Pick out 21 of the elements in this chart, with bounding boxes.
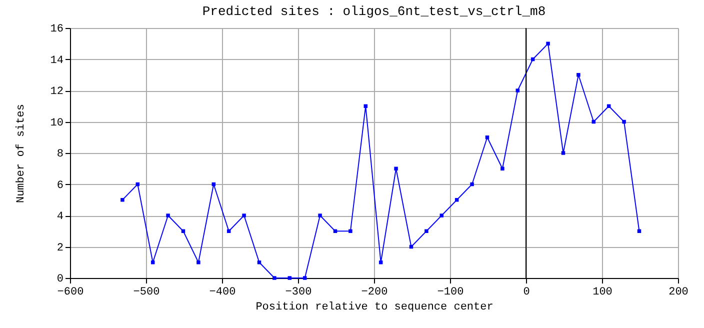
x-tick-label: −500 bbox=[133, 286, 160, 298]
y-tick-label: 2 bbox=[56, 242, 64, 254]
x-tick-label: 100 bbox=[592, 286, 612, 298]
y-axis-title: Number of sites bbox=[15, 104, 28, 204]
y-tick-label: 8 bbox=[56, 148, 64, 160]
y-tick-label: 4 bbox=[56, 211, 64, 223]
y-tick-label: 0 bbox=[56, 274, 64, 286]
y-tick-label: 10 bbox=[50, 117, 64, 130]
x-tick-label: 0 bbox=[523, 286, 530, 298]
x-axis-title: Position relative to sequence center bbox=[256, 302, 494, 314]
y-tick-label: 6 bbox=[56, 180, 64, 192]
x-tick-label: −100 bbox=[437, 286, 464, 298]
y-tick-label: 14 bbox=[50, 54, 64, 67]
chart-title: Predicted sites : oligos_6nt_test_vs_ctrl_m8 bbox=[202, 4, 546, 19]
x-tick-label: 200 bbox=[668, 286, 688, 298]
y-tick-label: 16 bbox=[50, 24, 64, 36]
x-tick-label: −400 bbox=[209, 286, 236, 298]
y-tick-label: 12 bbox=[50, 86, 64, 98]
x-tick-label: −200 bbox=[361, 286, 388, 298]
x-tick-label: −300 bbox=[285, 286, 312, 298]
x-tick-label: −600 bbox=[57, 286, 84, 298]
